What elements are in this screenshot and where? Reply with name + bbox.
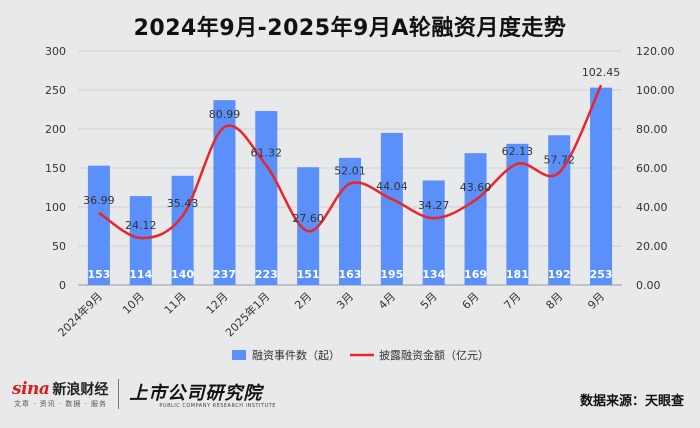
bar bbox=[506, 143, 529, 285]
amount-line bbox=[98, 84, 603, 240]
bar bbox=[213, 100, 236, 285]
y-left-tick-label: 0 bbox=[59, 279, 66, 292]
chart-title: 2024年9月-2025年9月A轮融资月度走势 bbox=[133, 16, 567, 41]
x-tick-label: 12月 bbox=[204, 290, 231, 317]
bar bbox=[171, 175, 194, 285]
bar bbox=[590, 87, 613, 285]
x-tick-label: 5月 bbox=[418, 290, 440, 312]
institute-english: PUBLIC COMPANY RESEARCH INSTITUTE bbox=[159, 403, 276, 409]
x-tick-label: 3月 bbox=[334, 290, 356, 312]
footer-logos: sina 新浪财经 文章 · 资讯 · 数据 · 服务 上市公司研究院 PUBL… bbox=[12, 377, 276, 411]
bar bbox=[297, 167, 320, 285]
y-left-tick-label: 300 bbox=[45, 45, 66, 58]
bar-value-label: 134 bbox=[422, 268, 445, 281]
bar-value-label: 114 bbox=[129, 268, 152, 281]
line-value-label: 34.27 bbox=[418, 199, 450, 212]
line-value-label: 35.43 bbox=[167, 197, 199, 210]
bar-value-label: 140 bbox=[171, 268, 194, 281]
logo-divider bbox=[118, 379, 120, 409]
y-left-tick-label: 200 bbox=[45, 123, 66, 136]
x-tick-label: 2024年9月 bbox=[55, 289, 105, 339]
x-tick-label: 2月 bbox=[292, 290, 314, 312]
line-value-label: 57.72 bbox=[543, 153, 575, 166]
data-source: 数据来源：天眼查 bbox=[579, 394, 684, 409]
institute-name: 上市公司研究院 bbox=[129, 383, 263, 404]
y-right-tick-label: 40.00 bbox=[636, 201, 668, 214]
x-tick-label: 4月 bbox=[376, 290, 398, 312]
line-value-label: 44.04 bbox=[376, 180, 408, 193]
line-value-label: 80.99 bbox=[209, 108, 241, 121]
y-right-tick-label: 120.00 bbox=[636, 45, 675, 58]
bar bbox=[548, 135, 571, 285]
institute-logo: 上市公司研究院 PUBLIC COMPANY RESEARCH INSTITUT… bbox=[129, 379, 275, 409]
bar-value-label: 237 bbox=[213, 268, 236, 281]
sina-subtitle: 文章 · 资讯 · 数据 · 服务 bbox=[14, 400, 108, 408]
x-tick-label: 8月 bbox=[543, 290, 565, 312]
line-value-label: 102.45 bbox=[582, 66, 621, 79]
line-value-label: 61.32 bbox=[251, 146, 283, 159]
y-left-tick-label: 50 bbox=[52, 240, 66, 253]
bar-value-label: 223 bbox=[255, 268, 278, 281]
bar-value-label: 181 bbox=[506, 268, 529, 281]
line-value-label: 43.60 bbox=[460, 181, 492, 194]
sina-logo: sina 新浪财经 文章 · 资讯 · 数据 · 服务 bbox=[12, 379, 108, 409]
sina-name: 新浪财经 bbox=[52, 382, 109, 398]
line-value-label: 36.99 bbox=[83, 194, 115, 207]
legend-bar-swatch bbox=[232, 350, 246, 360]
line-value-label: 27.60 bbox=[292, 212, 324, 225]
bar-value-label: 153 bbox=[87, 268, 110, 281]
y-left-tick-label: 100 bbox=[45, 201, 66, 214]
y-right-tick-label: 80.00 bbox=[636, 123, 668, 136]
bar-value-label: 195 bbox=[380, 268, 403, 281]
x-tick-label: 9月 bbox=[585, 290, 607, 312]
bar bbox=[422, 180, 445, 285]
bar bbox=[255, 111, 278, 285]
legend-line-label: 披露融资金额（亿元） bbox=[379, 348, 489, 362]
x-tick-label: 7月 bbox=[502, 290, 524, 312]
y-left-tick-label: 150 bbox=[45, 162, 66, 175]
x-tick-label: 2025年1月 bbox=[222, 289, 272, 339]
legend-bar-label: 融资事件数（起） bbox=[252, 349, 340, 362]
bar-value-label: 151 bbox=[297, 268, 320, 281]
bar bbox=[464, 153, 487, 285]
y-right-tick-label: 100.00 bbox=[636, 84, 675, 97]
bar bbox=[129, 196, 152, 285]
bar-value-label: 163 bbox=[339, 268, 362, 281]
line-value-label: 52.01 bbox=[334, 165, 366, 178]
bar bbox=[87, 165, 110, 285]
sina-brand: sina bbox=[12, 379, 50, 399]
y-left-tick-label: 250 bbox=[45, 84, 66, 97]
x-tick-label: 11月 bbox=[162, 290, 189, 317]
x-tick-label: 6月 bbox=[460, 290, 482, 312]
bar-value-label: 169 bbox=[464, 268, 487, 281]
bar bbox=[380, 132, 403, 285]
y-right-tick-label: 0.00 bbox=[636, 279, 661, 292]
x-tick-label: 10月 bbox=[120, 290, 147, 317]
y-right-tick-label: 60.00 bbox=[636, 162, 668, 175]
bar-value-label: 253 bbox=[590, 268, 613, 281]
bar bbox=[339, 157, 361, 285]
y-right-tick-label: 20.00 bbox=[636, 240, 668, 253]
line-value-label: 24.12 bbox=[125, 219, 157, 232]
bar-value-label: 192 bbox=[548, 268, 571, 281]
line-value-label: 62.13 bbox=[502, 145, 534, 158]
